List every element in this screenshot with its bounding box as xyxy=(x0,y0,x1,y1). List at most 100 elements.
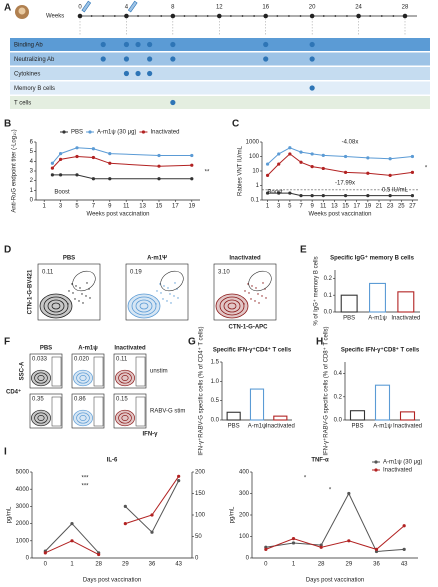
y-tick-label: 3 xyxy=(30,169,34,175)
y-tick-label: 100 xyxy=(239,534,250,540)
flow-event xyxy=(156,290,158,292)
week-dot xyxy=(253,15,256,17)
flow-contour xyxy=(79,415,87,421)
week-dot xyxy=(299,15,302,17)
series-marker xyxy=(108,152,112,156)
series-line xyxy=(265,525,405,550)
flow-contour xyxy=(118,412,132,424)
series-marker xyxy=(59,152,63,156)
week-dot xyxy=(90,15,93,17)
row-label: Memory B cells xyxy=(14,86,55,92)
series-marker xyxy=(291,537,296,541)
x-tick-label: PBS xyxy=(351,424,363,430)
y-tick-label: 1000 xyxy=(246,140,260,146)
flow-event xyxy=(78,300,80,302)
flow-event xyxy=(155,303,157,305)
flow-event xyxy=(173,295,175,297)
flow-event xyxy=(254,300,256,302)
series-line xyxy=(267,192,413,197)
flow-title: A-m1ψ xyxy=(78,346,98,352)
y-tick-label: 300 xyxy=(239,491,250,497)
y-axis-label: IFN-γ⁺RABV-G specific cells (% of CD8⁺ T… xyxy=(323,326,330,455)
series-marker xyxy=(291,541,296,545)
panel-label: G xyxy=(188,337,196,348)
series-marker xyxy=(299,160,303,164)
series-marker xyxy=(277,191,281,195)
flow-event xyxy=(244,290,246,292)
flow-contour xyxy=(37,375,45,381)
series-marker xyxy=(343,170,348,175)
chart-title: TNF-α xyxy=(311,458,329,464)
flow-contour xyxy=(39,293,73,319)
y-tick-label: 5 xyxy=(30,149,34,155)
series-line xyxy=(267,147,413,165)
flow-contour xyxy=(139,302,149,310)
flow-event xyxy=(81,293,83,295)
bar xyxy=(399,411,416,421)
x-tick-label: Inactivated xyxy=(393,424,422,430)
series-marker xyxy=(59,173,63,177)
week-dot xyxy=(322,15,325,17)
y-tick-label: 1000 xyxy=(16,538,30,544)
legend-marker xyxy=(88,130,92,134)
chart-title: Specific IFN-γ⁺CD4⁺ T cells xyxy=(213,347,292,354)
y-tick-label: 0 xyxy=(195,556,199,562)
row-dot xyxy=(263,56,269,62)
series-marker xyxy=(410,170,415,175)
series-marker xyxy=(402,547,406,552)
y-axis-label: pg/mL xyxy=(230,506,236,523)
panel-label: H xyxy=(316,337,323,348)
week-label: 0 xyxy=(78,5,82,11)
flow-contour xyxy=(121,415,129,421)
x-axis-label: Days post vaccination xyxy=(306,578,364,584)
chart-title: Specific IFN-γ⁺CD8⁺ T cells xyxy=(341,347,420,354)
week-tick xyxy=(170,13,176,19)
series-marker xyxy=(190,153,194,158)
week-dot xyxy=(137,15,139,17)
flow-event xyxy=(75,285,77,287)
y-tick-label: 0 xyxy=(30,198,34,204)
flow-title: Inactivated xyxy=(114,346,146,352)
y-tick-label: 1.5 xyxy=(211,360,220,366)
row-dot xyxy=(170,99,176,106)
series-line xyxy=(52,147,192,164)
flow-contour xyxy=(76,372,90,384)
row-dot xyxy=(123,41,130,48)
annotation: 0.5 IU/mL xyxy=(382,188,409,194)
flow-event xyxy=(174,282,176,284)
week-dot xyxy=(241,15,244,17)
flow-event xyxy=(243,303,245,305)
x-tick-label: 17 xyxy=(172,204,179,210)
row-dot xyxy=(123,70,130,77)
x-tick-label: 5 xyxy=(75,204,79,210)
flow-gate-value: 0.86 xyxy=(74,397,86,403)
series-marker xyxy=(157,177,161,181)
y-axis-label: Rabies VNT IU/mL xyxy=(238,145,244,196)
flow-event xyxy=(160,292,162,294)
series-marker xyxy=(366,171,370,175)
bar xyxy=(226,411,241,421)
row-label: Binding Ab xyxy=(14,42,43,48)
annotation: *** xyxy=(81,484,89,490)
x-axis-label: Weeks post vaccination xyxy=(309,212,372,218)
series-marker xyxy=(388,173,392,177)
flow-contour xyxy=(43,296,69,316)
y-tick-label: 100 xyxy=(195,513,206,519)
series-marker xyxy=(299,150,303,154)
series-marker xyxy=(366,194,370,198)
week-label: 20 xyxy=(309,5,316,11)
series-marker xyxy=(190,163,194,167)
week-dot xyxy=(346,15,348,17)
y-tick-label: 0.2 xyxy=(334,394,343,400)
x-tick-label: 15 xyxy=(342,204,349,210)
flow-y-label: SSC-A xyxy=(20,361,26,380)
flow-gate xyxy=(51,396,62,427)
flow-contour xyxy=(227,302,237,310)
week-label: 28 xyxy=(402,5,409,11)
flow-contour xyxy=(51,302,61,310)
series-marker xyxy=(343,194,348,198)
y-axis-label: IFN-γ⁺RABV-G specific cells (% of CD4⁺ T… xyxy=(198,326,205,455)
week-dot xyxy=(102,15,105,17)
annotation: -17.99x xyxy=(335,181,355,187)
series-marker xyxy=(402,524,406,528)
